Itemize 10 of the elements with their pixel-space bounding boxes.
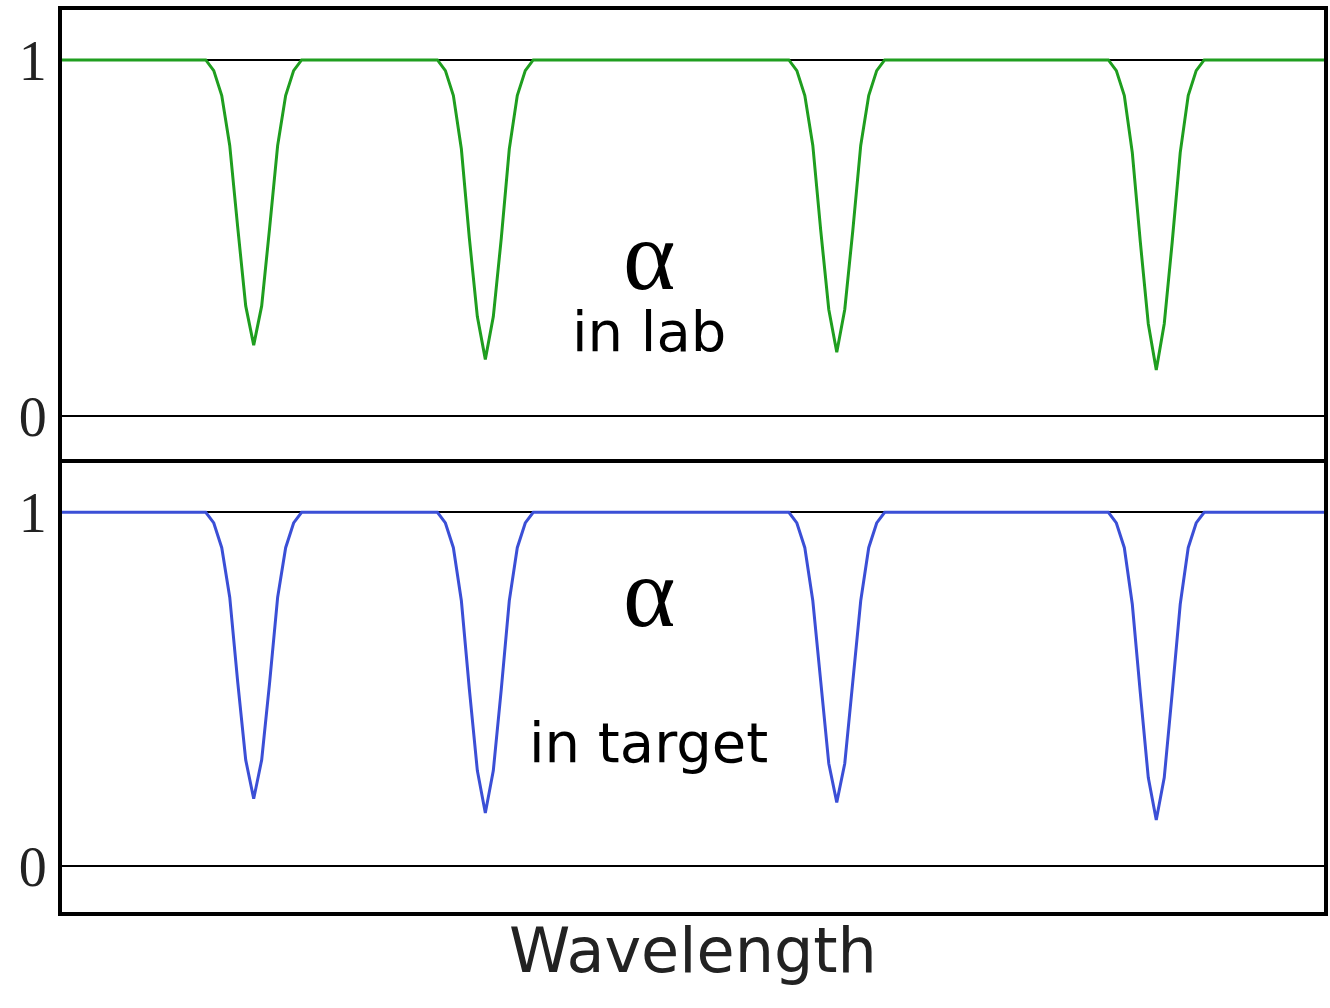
y-tick-label: 1	[18, 481, 47, 544]
y-tick-label: 0	[18, 835, 47, 898]
annotation: in target	[529, 710, 769, 775]
line-series	[62, 510, 1324, 822]
line-series	[62, 58, 1324, 372]
y-tick-label: 0	[18, 386, 47, 449]
annotation: in lab	[572, 299, 727, 364]
annotation: α	[623, 537, 676, 648]
x-axis-title: Wavelength	[509, 914, 877, 988]
y-tick-label: 1	[18, 29, 47, 92]
